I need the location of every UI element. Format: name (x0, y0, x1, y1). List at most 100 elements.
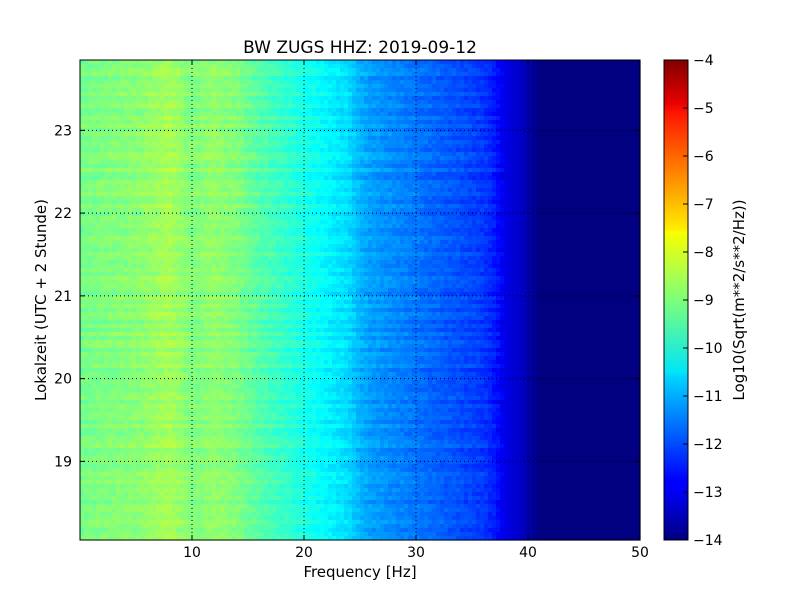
spectrogram-cell (244, 124, 249, 129)
spectrogram-cell (512, 60, 517, 65)
spectrogram-cell (516, 156, 521, 161)
spectrogram-cell (332, 184, 337, 189)
spectrogram-cell (540, 124, 545, 129)
spectrogram-cell (504, 188, 509, 193)
spectrogram-cell (328, 180, 333, 185)
spectrogram-cell (292, 168, 297, 173)
spectrogram-cell (500, 188, 505, 193)
spectrogram-cell (396, 184, 401, 189)
spectrogram-cell (452, 104, 457, 109)
spectrogram-cell (520, 172, 525, 177)
spectrogram-cell (320, 200, 325, 205)
spectrogram-cell (560, 112, 565, 117)
spectrogram-cell (280, 188, 285, 193)
spectrogram-cell (304, 80, 309, 85)
spectrogram-cell (460, 148, 465, 153)
spectrogram-cell (252, 100, 257, 105)
spectrogram-cell (264, 140, 269, 145)
spectrogram-cell (604, 144, 609, 149)
spectrogram-cell (136, 116, 141, 121)
spectrogram-cell (332, 140, 337, 145)
spectrogram-cell (412, 148, 417, 153)
spectrogram-cell (168, 172, 173, 177)
spectrogram-cell (104, 76, 109, 81)
spectrogram-cell (476, 108, 481, 113)
spectrogram-cell (464, 132, 469, 137)
spectrogram-cell (312, 108, 317, 113)
spectrogram-cell (624, 100, 629, 105)
spectrogram-cell (196, 96, 201, 101)
spectrogram-cell (388, 200, 393, 205)
spectrogram-cell (276, 148, 281, 153)
spectrogram-cell (248, 136, 253, 141)
spectrogram-cell (420, 136, 425, 141)
spectrogram-cell (404, 60, 409, 65)
spectrogram-cell (124, 156, 129, 161)
spectrogram-cell (452, 84, 457, 89)
spectrogram-cell (312, 60, 317, 65)
spectrogram-cell (384, 176, 389, 181)
spectrogram-cell (596, 148, 601, 153)
spectrogram-cell (232, 152, 237, 157)
spectrogram-cell (196, 144, 201, 149)
spectrogram-cell (184, 176, 189, 181)
spectrogram-cell (272, 112, 277, 117)
spectrogram-cell (84, 96, 89, 101)
spectrogram-cell (176, 104, 181, 109)
spectrogram-cell (116, 176, 121, 181)
spectrogram-cell (548, 116, 553, 121)
spectrogram-cell (376, 180, 381, 185)
spectrogram-cell (192, 136, 197, 141)
spectrogram-cell (112, 96, 117, 101)
spectrogram-cell (624, 148, 629, 153)
spectrogram-cell (372, 168, 377, 173)
spectrogram-cell (344, 196, 349, 201)
spectrogram-cell (296, 184, 301, 189)
spectrogram-cell (404, 180, 409, 185)
spectrogram-cell (584, 96, 589, 101)
spectrogram-cell (340, 200, 345, 205)
spectrogram-cell (460, 104, 465, 109)
spectrogram-cell (588, 76, 593, 81)
spectrogram-cell (584, 180, 589, 185)
spectrogram-cell (604, 132, 609, 137)
spectrogram-cell (604, 136, 609, 141)
spectrogram-cell (376, 96, 381, 101)
spectrogram-cell (344, 68, 349, 73)
spectrogram-cell (380, 80, 385, 85)
spectrogram-cell (396, 168, 401, 173)
spectrogram-cell (596, 128, 601, 133)
spectrogram-cell (508, 168, 513, 173)
spectrogram-cell (572, 140, 577, 145)
spectrogram-cell (456, 128, 461, 133)
spectrogram-cell (464, 188, 469, 193)
spectrogram-cell (216, 100, 221, 105)
spectrogram-cell (444, 184, 449, 189)
spectrogram-cell (320, 60, 325, 65)
spectrogram-cell (548, 136, 553, 141)
spectrogram-cell (560, 172, 565, 177)
spectrogram-cell (360, 60, 365, 65)
spectrogram-cell (392, 96, 397, 101)
spectrogram-cell (636, 88, 641, 93)
spectrogram-cell (552, 128, 557, 133)
spectrogram-cell (296, 88, 301, 93)
spectrogram-cell (580, 152, 585, 157)
spectrogram-cell (264, 60, 269, 65)
spectrogram-cell (240, 116, 245, 121)
spectrogram-cell (636, 76, 641, 81)
spectrogram-cell (420, 104, 425, 109)
spectrogram-cell (304, 176, 309, 181)
spectrogram-cell (392, 140, 397, 145)
spectrogram-cell (288, 188, 293, 193)
spectrogram-cell (280, 148, 285, 153)
spectrogram-cell (188, 196, 193, 201)
spectrogram-cell (448, 156, 453, 161)
spectrogram-cell (428, 92, 433, 97)
spectrogram-cell (504, 168, 509, 173)
spectrogram-cell (188, 164, 193, 169)
spectrogram-cell (208, 172, 213, 177)
spectrogram-cell (180, 104, 185, 109)
spectrogram-cell (416, 84, 421, 89)
spectrogram-cell (248, 64, 253, 69)
